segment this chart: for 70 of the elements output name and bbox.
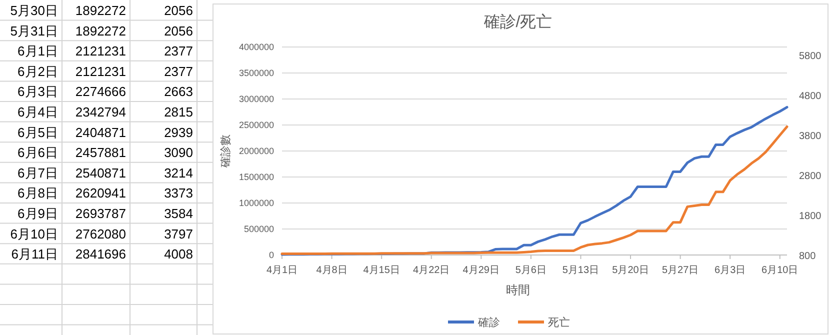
text: 3797 [164,226,193,242]
x-axis-title: 時間 [506,283,530,297]
category-label: 5月31日 [10,23,58,38]
y-tick-label: 4000000 [238,42,274,52]
y-axis-title: 確診數 [219,134,232,168]
text: 2121231 [75,64,126,79]
category-label: 6月4日 [18,104,58,120]
y-tick-label: 3500000 [238,68,274,78]
x-tick-label: 5月6日 [515,265,547,276]
category-label: 6月11日 [11,246,58,262]
text: 2693787 [75,206,126,221]
text: 3214 [164,165,193,180]
legend-label: 確診 [477,316,500,329]
text: 3584 [164,206,193,221]
x-tick-label: 5月27日 [662,265,699,276]
category-label: 6月7日 [18,165,58,180]
legend-label: 死亡 [548,316,570,329]
text: 2540871 [75,165,126,180]
category-label: 6月9日 [18,206,58,221]
text: 2121231 [75,44,126,59]
category-label: 5月30日 [10,3,58,18]
y2-tick-label: 4800 [799,91,822,102]
x-tick-label: 5月20日 [612,265,649,276]
y2-tick-label: 2800 [799,171,822,182]
text: 3090 [164,145,193,160]
x-tick-label: 4月1日 [266,265,298,276]
x-tick-label: 4月15日 [363,265,400,276]
category-label: 6月1日 [18,44,58,59]
text: 4008 [164,246,193,262]
category-label: 6月2日 [18,64,58,79]
y2-tick-label: 5800 [799,51,822,62]
y2-tick-label: 1800 [799,211,822,222]
category-label: 6月6日 [18,145,58,160]
category-label: 6月5日 [18,124,58,140]
y-tick-label: 2000000 [238,146,274,156]
category-label: 6月3日 [18,84,58,100]
y-tick-label: 0 [268,250,274,260]
x-tick-label: 4月29日 [462,265,500,276]
category-label: 6月8日 [18,186,58,201]
text: 2056 [164,23,193,38]
text: 2274666 [75,84,126,100]
x-tick-label: 5月13日 [562,265,600,276]
text: 2377 [164,64,193,79]
text: 3373 [164,186,193,201]
text: 2762080 [75,226,126,242]
text: 1892272 [75,3,126,18]
text: 1892272 [75,23,126,38]
text: 2663 [164,84,193,100]
text: 2377 [164,44,193,59]
category-label: 6月10日 [10,226,58,242]
text: 2404871 [75,124,126,140]
y-tick-label: 2500000 [238,120,274,130]
x-tick-label: 6月10日 [762,265,798,276]
text: 2342794 [75,104,126,120]
text: 2620941 [75,186,126,201]
text: 2457881 [75,145,126,160]
text: 2939 [164,124,193,140]
text: 2056 [164,3,193,18]
x-tick-label: 6月3日 [714,265,746,276]
y-tick-label: 1000000 [238,198,274,208]
y-tick-label: 500000 [244,224,274,234]
x-tick-label: 4月22日 [413,265,450,276]
y2-tick-label: 3800 [799,131,822,142]
y-tick-label: 1500000 [238,172,274,182]
x-tick-label: 4月8日 [316,265,348,276]
text: 2841696 [75,246,126,262]
y-tick-label: 3000000 [238,94,274,104]
text: 2815 [164,104,193,120]
chart-title: 確診/死亡 [482,13,552,31]
y2-tick-label: 800 [799,251,816,262]
